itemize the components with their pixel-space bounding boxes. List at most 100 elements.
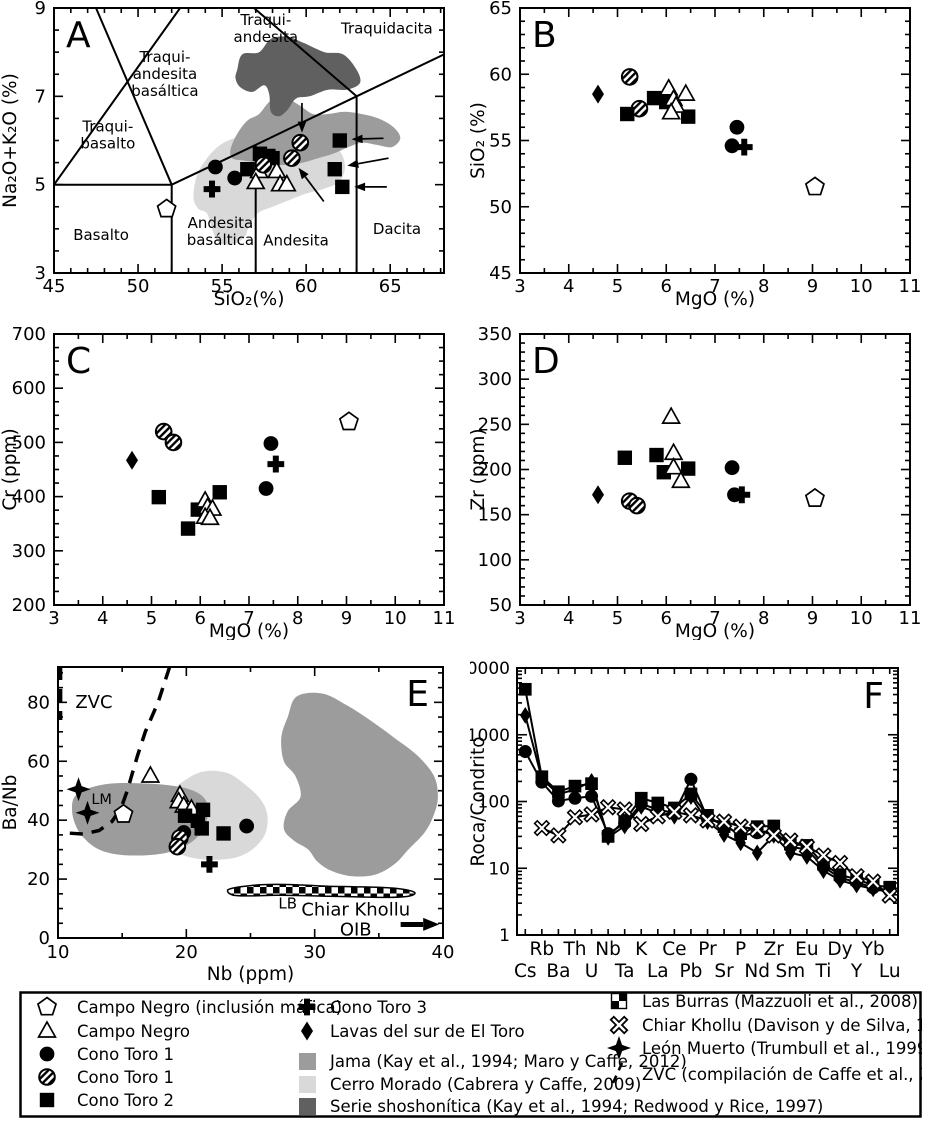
svg-text:7: 7 [243, 608, 254, 629]
marker-x-open [798, 838, 816, 856]
svg-text:basáltica: basáltica [187, 231, 254, 249]
svg-text:11: 11 [899, 276, 922, 297]
marker-plus [735, 138, 753, 156]
axis-ticks [519, 333, 911, 606]
marker-plus [201, 855, 218, 873]
svg-text:7: 7 [709, 608, 720, 629]
marker-diamond [685, 788, 697, 806]
marker-circle [729, 119, 745, 135]
legend-item: Campo Negro [37, 1020, 190, 1041]
svg-text:80: 80 [27, 692, 50, 713]
legend-item: Cerro Morado (Cabrera y Caffe, 2009) [299, 1075, 641, 1094]
marker-triangle [663, 456, 684, 475]
series-campo_negro [658, 78, 696, 120]
svg-text:40: 40 [27, 810, 50, 831]
series-cono_toro_1h [254, 133, 310, 174]
marker-circle [634, 797, 648, 811]
svg-text:65: 65 [489, 0, 512, 19]
marker-square [680, 109, 696, 124]
svg-text:55: 55 [211, 276, 234, 297]
y-axis-label: Ba/Nb [0, 775, 21, 831]
marker-pentagon [113, 803, 134, 823]
marker-circle [239, 818, 255, 834]
plot-border [519, 333, 911, 606]
marker-triangle [200, 507, 220, 526]
marker-circle-hatched [630, 99, 649, 118]
arrows [297, 102, 389, 202]
svg-text:60: 60 [489, 64, 512, 85]
svg-text:Th: Th [562, 939, 586, 960]
svg-text:Y: Y [850, 961, 863, 982]
series-campo_negro_inclusion [113, 803, 134, 823]
svg-text:300: 300 [12, 541, 46, 562]
svg-text:5: 5 [612, 276, 623, 297]
series-campo_negro [661, 406, 691, 489]
marker-square [332, 133, 347, 148]
svg-text:10: 10 [488, 859, 510, 879]
svg-text:Dacita: Dacita [373, 220, 421, 238]
svg-text:Cs: Cs [514, 961, 537, 982]
svg-text:4: 4 [563, 608, 574, 629]
marker-diamond [193, 817, 206, 837]
series-cono_toro_1h [620, 492, 646, 515]
legend-label: Chiar Khollu (Davison y de Silva, 1995) [642, 1016, 922, 1035]
svg-text:Zr: Zr [764, 939, 785, 960]
svg-text:3: 3 [35, 263, 46, 284]
series-lavas_sur [592, 485, 604, 505]
tick-labels: 45 50 55 60 65 3 5 7 9 [35, 0, 402, 297]
series-lavas_sur [592, 84, 604, 104]
marker-x-open [609, 1015, 629, 1035]
marker-triangle [276, 173, 297, 192]
svg-text:Ta: Ta [614, 961, 635, 982]
marker-circle [585, 789, 599, 803]
svg-text:P: P [735, 939, 746, 960]
svg-text:9: 9 [341, 608, 352, 629]
svg-text:K: K [635, 939, 648, 960]
svg-text:600: 600 [12, 378, 46, 399]
marker-triangle [140, 765, 161, 783]
plot-border [519, 7, 911, 274]
boundary-lines [58, 667, 172, 836]
marker-circle [263, 436, 279, 451]
marker-circle [258, 481, 274, 496]
series-cono_toro_2 [617, 447, 696, 480]
svg-text:8: 8 [758, 608, 769, 629]
marker-circle [518, 745, 532, 759]
svg-text:7: 7 [35, 86, 46, 107]
svg-text:60: 60 [27, 751, 50, 772]
y-axis-label: Roca/Condrito [470, 736, 489, 866]
svg-text:Lu: Lu [879, 961, 901, 982]
legend-label: Cono Toro 1 [77, 1045, 174, 1064]
marker-square [195, 802, 211, 818]
marker-triangle [671, 470, 691, 489]
series-campo_negro [140, 765, 202, 816]
legend-label: Campo Negro [77, 1022, 190, 1041]
svg-text:Chiar Khollu: Chiar Khollu [301, 900, 410, 921]
svg-text:Sm: Sm [775, 961, 805, 982]
legend-label: Cono Toro 2 [77, 1091, 174, 1110]
series-cono_toro_2 [177, 802, 231, 841]
marker-x-open [881, 887, 899, 904]
svg-text:200: 200 [12, 595, 46, 616]
y-axis-label: Cr (ppm) [0, 428, 21, 510]
svg-text:3: 3 [514, 608, 525, 629]
svg-text:9: 9 [807, 276, 818, 297]
marker-x-open [566, 808, 584, 826]
legend-label: Las Burras (Mazzuoli et al., 2008) [642, 992, 918, 1011]
marker-circle-hatched [628, 496, 646, 515]
legend-item: Cono Toro 1 [38, 1068, 174, 1087]
marker-plus [203, 180, 221, 198]
svg-text:100: 100 [478, 550, 512, 571]
svg-text:Basalto: Basalto [73, 226, 129, 244]
marker-triangle [661, 101, 681, 120]
axis-ticks [519, 7, 911, 274]
svg-text:andesita: andesita [234, 28, 299, 46]
svg-text:4: 4 [97, 608, 108, 629]
marker-plus [298, 998, 316, 1016]
svg-text:150: 150 [478, 505, 512, 526]
svg-text:100: 100 [478, 793, 510, 813]
svg-text:6: 6 [195, 608, 206, 629]
marker-pentagon [804, 176, 825, 196]
marker-x-open [781, 832, 799, 849]
